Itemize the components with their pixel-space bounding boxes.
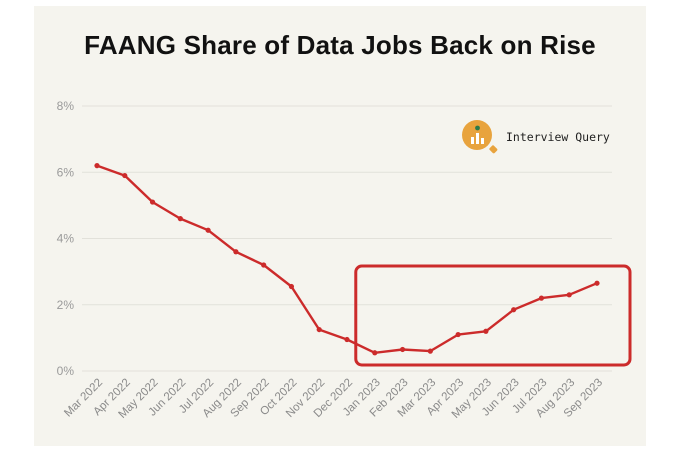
data-point (483, 328, 489, 334)
chart-frame (34, 6, 646, 446)
data-point (94, 163, 100, 169)
y-tick-label: 4% (57, 232, 75, 246)
data-point (261, 262, 267, 268)
data-point (594, 280, 600, 286)
data-point (566, 292, 572, 298)
data-point (316, 326, 322, 333)
data-point (399, 346, 406, 353)
data-point (455, 331, 461, 338)
y-tick-label: 0% (57, 364, 75, 378)
data-point (288, 283, 295, 290)
data-point (538, 295, 545, 301)
data-point (177, 216, 183, 222)
data-point (205, 227, 211, 233)
data-point (122, 172, 128, 179)
magnifier-bar-chart-icon (460, 118, 498, 156)
highlight-box (354, 264, 632, 367)
series-line (95, 164, 599, 354)
brand-name: Interview Query (506, 130, 610, 144)
y-tick-label: 2% (57, 298, 75, 312)
data-point (372, 350, 378, 356)
y-tick-label: 8% (57, 99, 75, 113)
data-point (233, 249, 239, 255)
data-point (344, 336, 350, 343)
data-point (511, 307, 517, 313)
brand-logo: Interview Query (460, 118, 610, 156)
y-axis-ticks: 0% 2% 4% 6% 8% (57, 99, 75, 378)
data-point (427, 348, 433, 354)
data-points (94, 163, 600, 356)
highlight-box-layer (354, 264, 632, 367)
y-tick-label: 6% (57, 165, 75, 179)
series-line-layer (95, 164, 599, 354)
data-point (149, 199, 156, 205)
chart-title: FAANG Share of Data Jobs Back on Rise (84, 30, 596, 60)
